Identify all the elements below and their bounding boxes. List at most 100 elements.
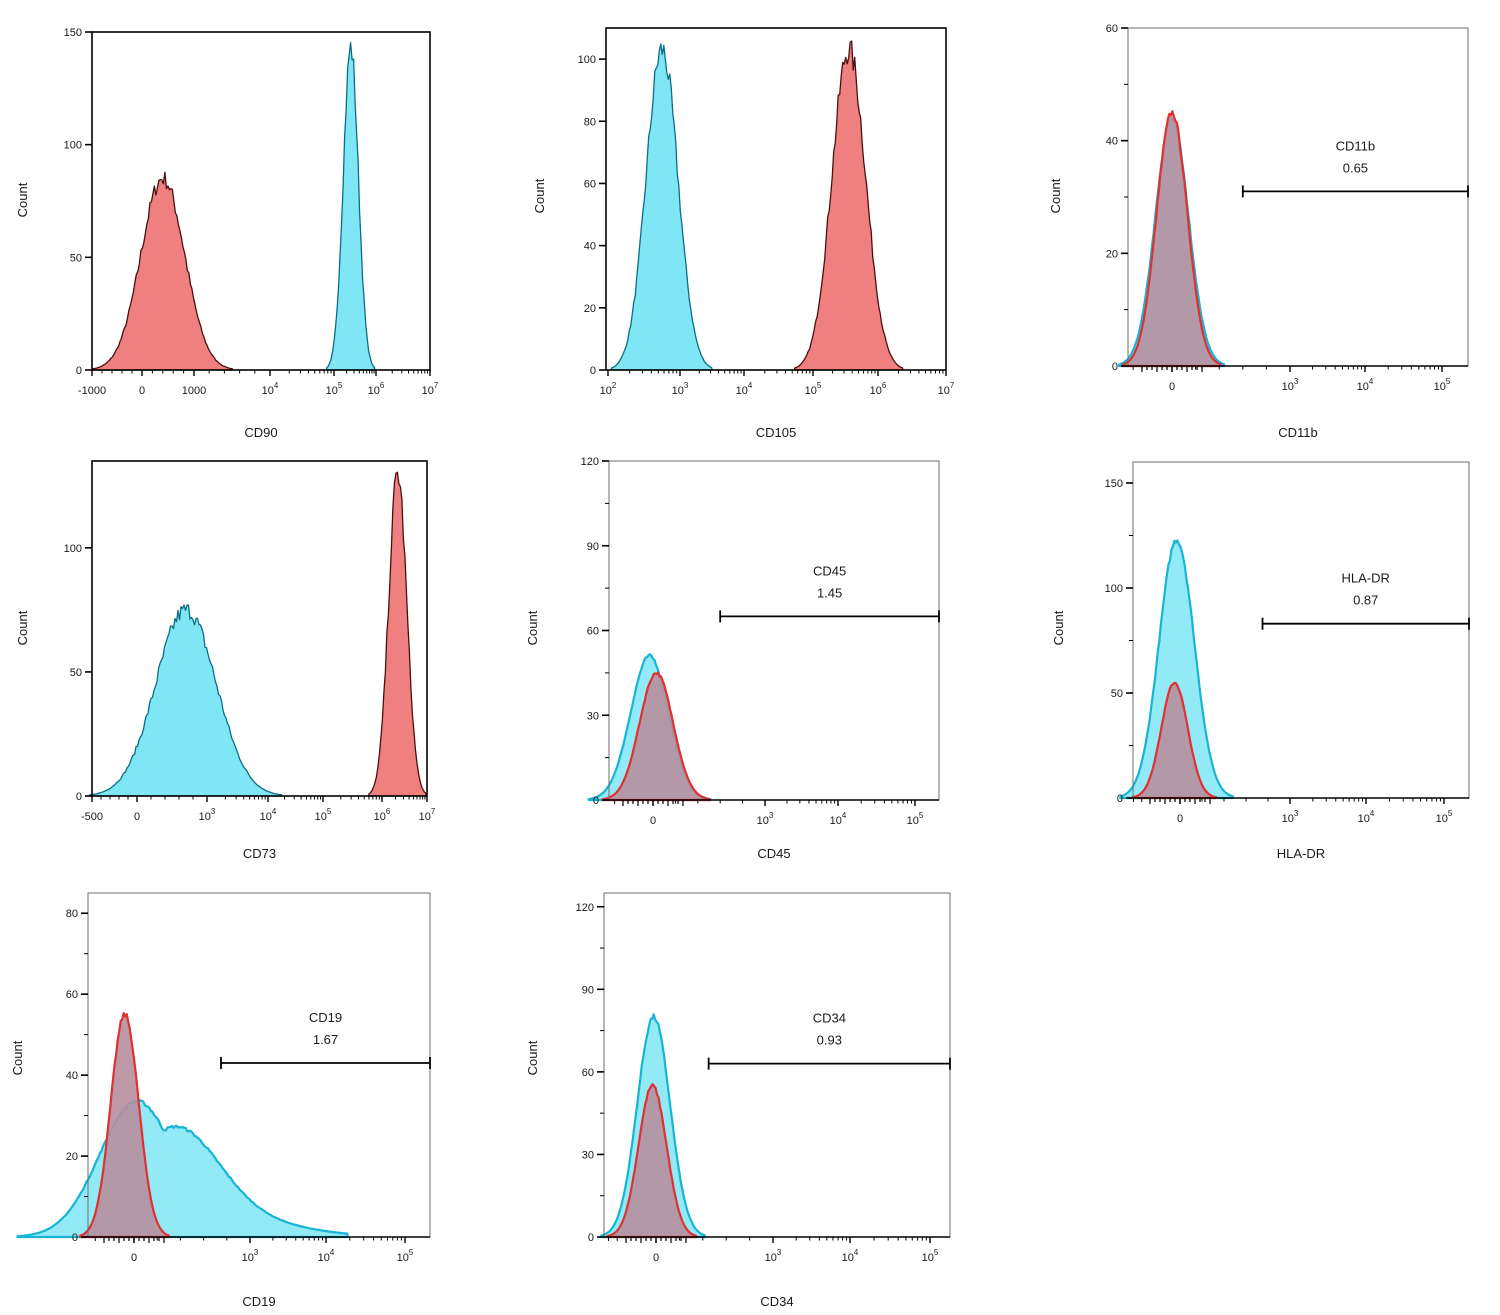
histogram-red [794, 40, 904, 371]
y-tick-label: 20 [66, 1151, 78, 1163]
y-axis-label: Count [1048, 178, 1063, 213]
y-tick-label: 40 [584, 241, 596, 253]
y-tick-label: 50 [70, 667, 82, 679]
y-tick-label: 100 [64, 140, 82, 152]
x-tick-label: 106 [374, 807, 391, 823]
gate-name: CD45 [813, 563, 846, 578]
chart-cd73: 0 50 100 -500 0 103 104 105 106 107 CD73 Count [15, 460, 436, 861]
y-axis-label: Count [525, 610, 540, 645]
histogram-cyan [325, 41, 376, 371]
gate-value: 0.87 [1353, 593, 1378, 608]
x-tick-label: 103 [242, 1248, 259, 1264]
x-tick-label: 0 [1169, 381, 1175, 393]
plot-frame [91, 460, 428, 797]
x-tick-label: 1000 [182, 385, 206, 397]
x-tick-label: 106 [368, 381, 385, 397]
x-tick-label: 104 [262, 381, 279, 397]
histogram-red [601, 671, 711, 802]
y-tick-label: 60 [587, 626, 599, 638]
histogram-red [606, 1083, 698, 1239]
chart-cd105: 0 20 40 60 80 100 102 103 104 105 106 107 CD105 Count [532, 27, 955, 440]
y-tick-label: 0 [1112, 361, 1118, 373]
x-tick-label: 102 [600, 381, 617, 397]
y-tick-label: 40 [66, 1070, 78, 1082]
y-tick-label: 0 [588, 1232, 594, 1244]
x-tick-label: 105 [1436, 809, 1453, 825]
x-tick-label: 105 [326, 381, 343, 397]
gate-name: HLA-DR [1342, 571, 1390, 586]
x-tick-label: 105 [907, 811, 924, 827]
gate-hladr: HLA-DR 0.87 [1261, 571, 1470, 630]
x-tick-label: 0 [139, 385, 145, 397]
plot-frame [605, 27, 947, 371]
x-axis-label: CD105 [756, 425, 796, 440]
x-tick-label: -1000 [78, 385, 106, 397]
x-tick-label: 0 [653, 1252, 659, 1264]
y-tick-label: 0 [76, 365, 82, 377]
x-tick-label: 103 [672, 381, 689, 397]
histogram-red [79, 1012, 170, 1239]
y-tick-label: 0 [1117, 793, 1123, 805]
histogram-cyan [610, 43, 713, 371]
x-axis-label: CD73 [243, 846, 276, 861]
histogram-cyan [1119, 539, 1234, 800]
y-tick-label: 20 [1106, 248, 1118, 260]
chart-hladr: 0 50 100 150 0 103 104 105 HLA-DR 0.87 HLA-DR Count [1051, 461, 1470, 861]
x-axis-label: CD45 [757, 846, 790, 861]
x-tick-label: 104 [842, 1248, 859, 1264]
x-axis-label: HLA-DR [1277, 846, 1325, 861]
y-tick-label: 60 [582, 1067, 594, 1079]
x-tick-label: 103 [1282, 377, 1299, 393]
x-tick-label: 104 [1357, 377, 1374, 393]
y-tick-label: 120 [581, 456, 599, 468]
y-tick-label: 0 [593, 795, 599, 807]
chart-cd90: 0 50 100 150 -1000 0 1000 104 105 106 107 CD90 Count [15, 27, 438, 440]
x-axis-label: CD11b [1278, 425, 1318, 440]
y-axis-label: Count [10, 1040, 25, 1075]
y-tick-label: 60 [66, 989, 78, 1001]
y-tick-label: 50 [1111, 688, 1123, 700]
x-tick-label: 103 [765, 1248, 782, 1264]
y-tick-label: 30 [587, 710, 599, 722]
y-tick-label: 30 [582, 1149, 594, 1161]
chart-cd34: 0 30 60 90 120 0 103 104 105 CD34 0.93 CD34 Count [525, 892, 951, 1309]
x-tick-label: 107 [938, 381, 955, 397]
gate-value: 1.67 [313, 1032, 338, 1047]
x-axis-label: CD90 [244, 425, 277, 440]
gate-name: CD19 [309, 1010, 342, 1025]
y-tick-label: 80 [584, 116, 596, 128]
y-tick-label: 100 [64, 543, 82, 555]
y-tick-label: 40 [1106, 136, 1118, 148]
y-axis-label: Count [15, 182, 30, 217]
x-tick-label: 104 [260, 807, 277, 823]
gate-cd19: CD19 1.67 [220, 1010, 431, 1069]
y-axis-label: Count [532, 178, 547, 213]
x-tick-label: 104 [736, 381, 753, 397]
histogram-red [92, 171, 234, 371]
x-tick-label: 107 [419, 807, 436, 823]
x-tick-label: 105 [922, 1248, 939, 1264]
gate-value: 1.45 [817, 585, 842, 600]
chart-cd19: 0 20 40 60 80 0 103 104 105 CD19 1.67 CD19 Count [10, 892, 431, 1309]
x-tick-label: 104 [1358, 809, 1375, 825]
y-tick-label: 0 [76, 791, 82, 803]
x-tick-label: 104 [830, 811, 847, 827]
y-axis-label: Count [1051, 610, 1066, 645]
histogram-red [1121, 110, 1222, 368]
histogram-red [368, 471, 427, 797]
x-tick-label: 105 [397, 1248, 414, 1264]
x-tick-label: 0 [1177, 813, 1183, 825]
gate-value: 0.65 [1343, 160, 1368, 175]
y-tick-label: 100 [578, 54, 596, 66]
x-tick-label: 0 [131, 1252, 137, 1264]
y-axis-label: Count [15, 610, 30, 645]
x-tick-label: 107 [422, 381, 439, 397]
gate-name: CD11b [1336, 138, 1376, 153]
x-tick-label: 0 [134, 811, 140, 823]
x-tick-label: -500 [81, 811, 103, 823]
x-axis-label: CD34 [760, 1294, 793, 1309]
gate-value: 0.93 [817, 1033, 842, 1048]
y-tick-label: 80 [66, 908, 78, 920]
